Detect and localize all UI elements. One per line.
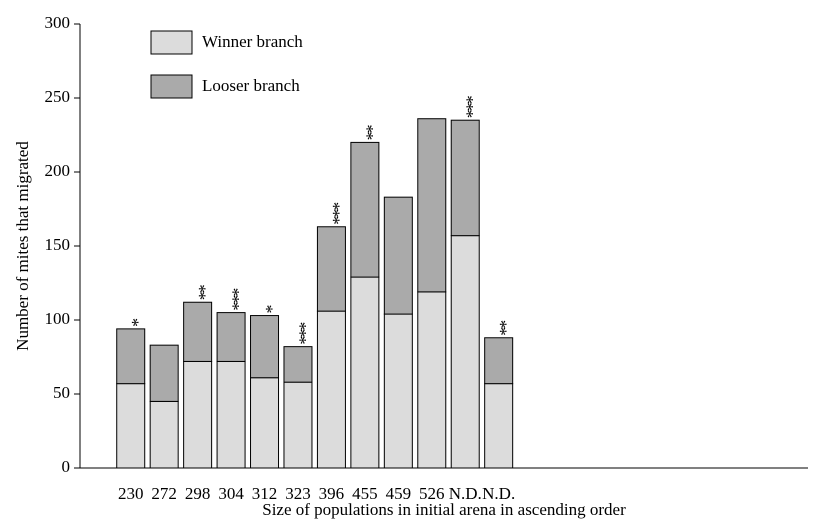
bar-segment	[450, 235, 480, 469]
x-tick-label: 230	[118, 484, 144, 503]
y-tick-label: 300	[45, 13, 71, 32]
x-tick-label: 323	[285, 484, 311, 503]
legend-label: Looser branch	[202, 76, 300, 95]
x-tick-label: 459	[386, 484, 412, 503]
bar-segment	[350, 276, 380, 469]
bar-segment	[149, 344, 179, 402]
bar-segment	[417, 291, 447, 469]
bar-segment	[183, 360, 213, 469]
bar-segment	[283, 346, 313, 383]
y-tick-label: 0	[62, 457, 71, 476]
x-tick-label: 272	[151, 484, 177, 503]
x-tick-label: N.D.	[449, 484, 482, 503]
bar-segment	[417, 118, 447, 293]
bar-segment	[149, 400, 179, 469]
significance: **	[357, 124, 377, 140]
significance: ***	[457, 95, 477, 118]
x-tick-label: 396	[319, 484, 345, 503]
bar-segment	[316, 226, 346, 312]
legend-swatch	[150, 30, 193, 55]
y-tick-label: 150	[45, 235, 71, 254]
legend-label: Winner branch	[202, 32, 303, 51]
bar-segment	[250, 315, 280, 379]
bar-segment	[116, 328, 146, 385]
x-tick-label: 312	[252, 484, 278, 503]
x-tick-label: 455	[352, 484, 378, 503]
bar-segment	[484, 337, 514, 385]
x-axis-label: Size of populations in initial arena in …	[262, 500, 626, 519]
bar-segment	[484, 383, 514, 469]
y-tick-label: 100	[45, 309, 71, 328]
bar-segment	[383, 196, 413, 315]
bar-segment	[316, 310, 346, 469]
bar-segment	[450, 119, 480, 237]
x-tick-label: 298	[185, 484, 211, 503]
legend-swatch	[150, 74, 193, 99]
significance: ***	[323, 202, 343, 225]
significance: ***	[290, 322, 310, 345]
x-tick-label: N.D.	[482, 484, 515, 503]
bar-segment	[216, 360, 246, 469]
bar-segment	[250, 377, 280, 469]
y-tick-label: 250	[45, 87, 71, 106]
y-tick-label: 200	[45, 161, 71, 180]
x-tick-label: 526	[419, 484, 445, 503]
bar-segment	[350, 141, 380, 278]
x-tick-label: 304	[218, 484, 244, 503]
significance: **	[491, 320, 511, 336]
y-axis-label: Number of mites that migrated	[13, 141, 32, 351]
significance: *	[256, 305, 276, 314]
bar-segment	[183, 301, 213, 362]
significance: **	[190, 284, 210, 300]
bar-segment	[116, 383, 146, 469]
y-tick-label: 50	[53, 383, 70, 402]
significance: ***	[223, 288, 243, 311]
bar-segment	[216, 312, 246, 362]
bar-segment	[283, 381, 313, 469]
bar-segment	[383, 313, 413, 469]
significance: *	[123, 318, 143, 327]
